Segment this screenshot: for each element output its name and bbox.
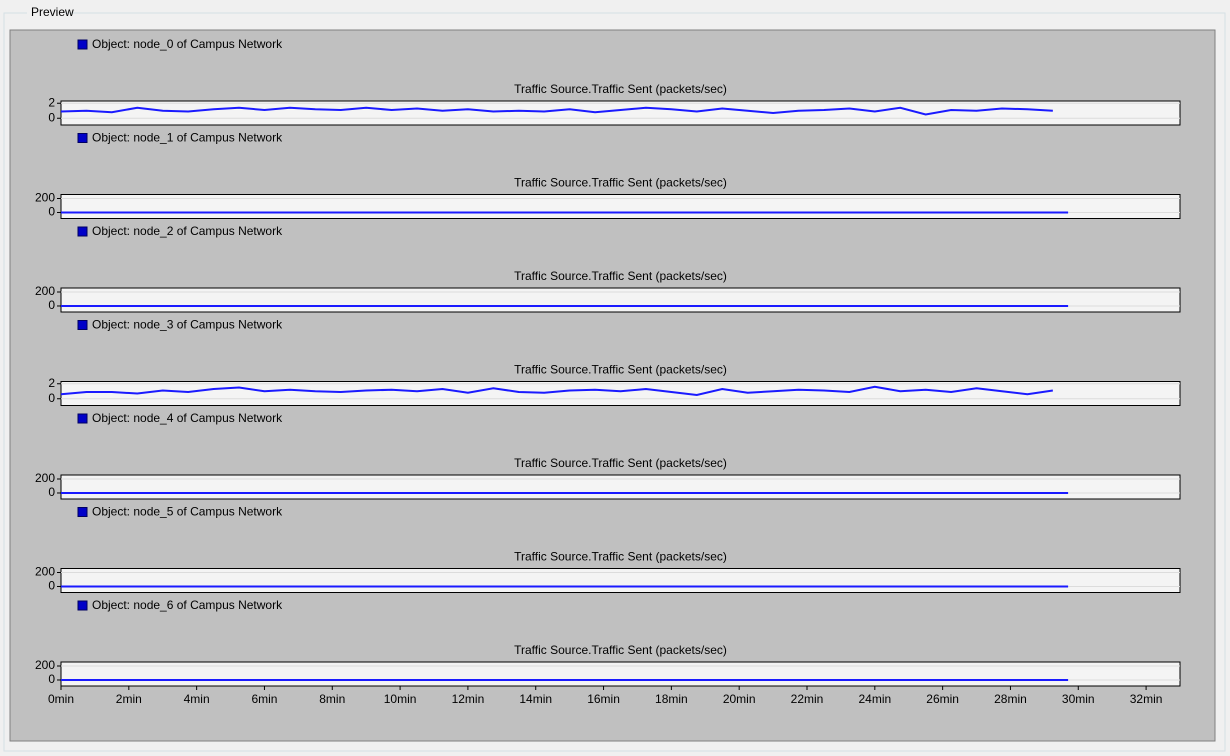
legend-swatch (77, 226, 88, 237)
x-tick-label: 32min (1130, 692, 1163, 706)
y-tick-label: 200 (35, 658, 55, 672)
x-tick-label: 26min (926, 692, 959, 706)
legend-label: Object: node_3 of Campus Network (92, 318, 283, 332)
chart-title: Traffic Source.Traffic Sent (packets/sec… (514, 643, 727, 657)
x-tick-label: 22min (791, 692, 824, 706)
group-border (3, 12, 1226, 752)
y-tick-label: 0 (48, 391, 55, 405)
legend-swatch (77, 39, 88, 50)
legend-swatch (77, 600, 88, 611)
x-tick-label: 10min (384, 692, 417, 706)
y-tick-label: 2 (48, 376, 55, 390)
y-tick-label: 0 (48, 205, 55, 219)
chart-title: Traffic Source.Traffic Sent (packets/sec… (514, 176, 727, 190)
legend-label: Object: node_2 of Campus Network (92, 224, 283, 238)
legend-label: Object: node_4 of Campus Network (92, 411, 283, 425)
y-tick-label: 200 (35, 284, 55, 298)
chart-title: Traffic Source.Traffic Sent (packets/sec… (514, 550, 727, 564)
legend-swatch (77, 133, 88, 143)
chart-title: Traffic Source.Traffic Sent (packets/sec… (514, 269, 727, 283)
data-line (60, 106, 1053, 116)
plot-area (60, 100, 1181, 126)
x-tick-label: 4min (184, 692, 210, 706)
legend-label: Object: node_6 of Campus Network (92, 598, 283, 612)
x-tick-label: 18min (655, 692, 688, 706)
x-tick-label: 16min (587, 692, 620, 706)
legend-swatch (77, 413, 88, 424)
group-title: Preview (31, 5, 74, 19)
y-tick-label: 0 (48, 485, 55, 499)
y-tick-label: 200 (35, 471, 55, 485)
x-tick-label: 28min (994, 692, 1027, 706)
y-tick-label: 0 (48, 110, 55, 124)
y-tick-label: 200 (35, 191, 55, 205)
x-tick-label: 24min (858, 692, 891, 706)
x-tick-label: 6min (251, 692, 277, 706)
x-tick-label: 12min (452, 692, 485, 706)
x-tick-label: 2min (116, 692, 142, 706)
x-tick-label: 14min (519, 692, 552, 706)
y-tick-label: 200 (35, 565, 55, 579)
x-tick-label: 20min (723, 692, 756, 706)
x-tick-label: 0min (48, 692, 74, 706)
plot-area (60, 381, 1181, 406)
chart-title: Traffic Source.Traffic Sent (packets/sec… (514, 363, 727, 377)
data-line (60, 385, 1053, 397)
legend-swatch (77, 507, 88, 517)
y-tick-label: 2 (48, 95, 55, 109)
chart-title: Traffic Source.Traffic Sent (packets/sec… (514, 82, 727, 96)
y-tick-label: 0 (48, 298, 55, 312)
group-label-bg (27, 5, 65, 21)
legend-label: Object: node_0 of Campus Network (92, 37, 283, 51)
legend-swatch (77, 320, 88, 330)
x-tick-label: 30min (1062, 692, 1095, 706)
legend-label: Object: node_5 of Campus Network (92, 505, 283, 519)
x-tick-label: 8min (319, 692, 345, 706)
legend-label: Object: node_1 of Campus Network (92, 131, 283, 145)
y-tick-label: 0 (48, 579, 55, 593)
y-tick-label: 0 (48, 672, 55, 686)
chart-title: Traffic Source.Traffic Sent (packets/sec… (514, 456, 727, 470)
